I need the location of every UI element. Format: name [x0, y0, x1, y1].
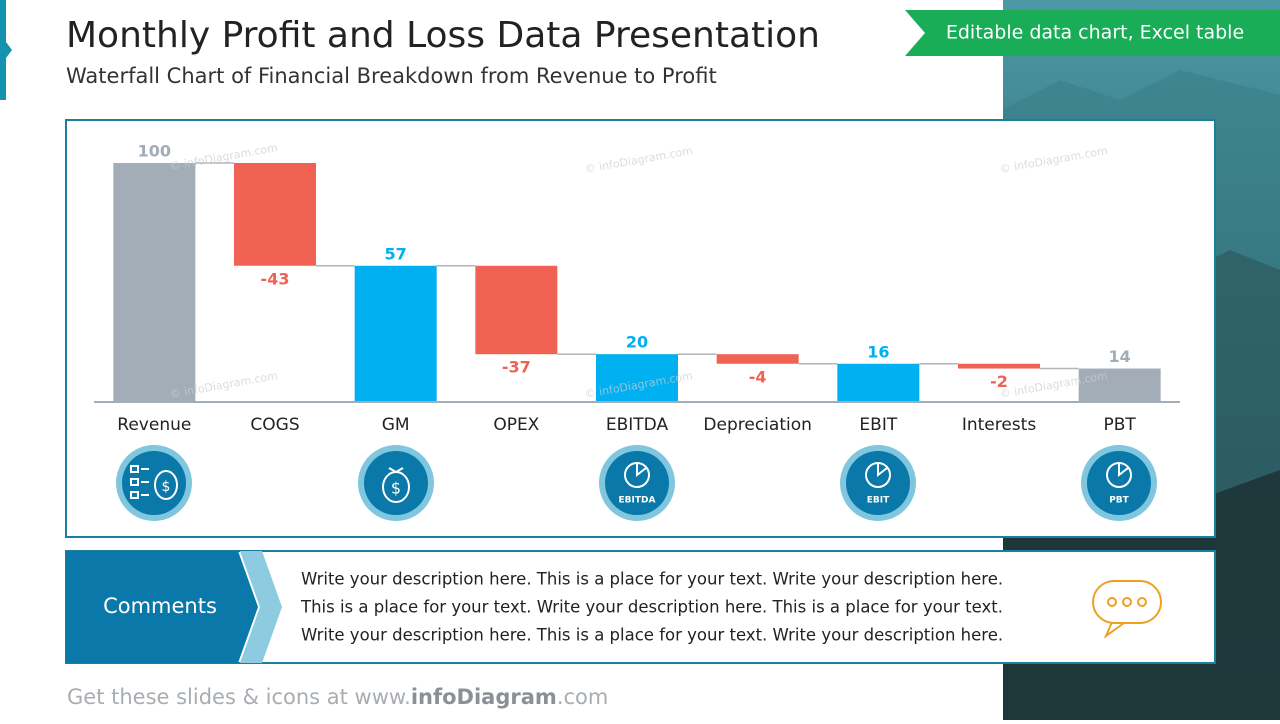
value-label: 100	[138, 142, 171, 161]
subtitle: Waterfall Chart of Financial Breakdown f…	[66, 64, 717, 88]
value-label: 14	[1109, 347, 1131, 366]
value-label: -43	[261, 269, 290, 288]
bar	[113, 163, 196, 402]
category-label: EBIT	[859, 415, 897, 435]
value-label: 20	[626, 333, 648, 352]
category-label: GM	[382, 415, 410, 435]
icons: $ $ EBITDA EBIT PBT	[116, 445, 1157, 521]
icon: $	[358, 445, 434, 521]
footer-brand: infoDiagram	[411, 685, 557, 709]
category-label: Depreciation	[703, 415, 811, 435]
bar	[475, 265, 558, 355]
value-label: -37	[502, 358, 531, 377]
speech-icon	[1092, 580, 1162, 639]
badge: Editable data chart, Excel table	[905, 10, 1280, 56]
bar	[1078, 368, 1161, 402]
comments-title: Comments	[103, 594, 217, 618]
bar	[958, 363, 1040, 369]
icon: PBT	[1081, 445, 1157, 521]
footer-text: .com	[557, 685, 609, 709]
svg-text:$: $	[391, 479, 401, 498]
category-label: PBT	[1104, 415, 1137, 435]
icon-label: PBT	[1109, 496, 1129, 506]
value-label: -4	[749, 367, 767, 386]
icon: EBITDA	[599, 445, 675, 521]
chart: 100 Revenue -43 COGS 57 GM -37 OPEX 20 EBITDA -4 De…	[94, 142, 1180, 435]
category-label: Revenue	[117, 415, 191, 435]
icon-label: EBITDA	[619, 496, 656, 506]
category-label: OPEX	[493, 415, 539, 435]
category-label: COGS	[250, 415, 299, 435]
bar	[716, 354, 799, 364]
svg-text:$: $	[162, 479, 171, 495]
value-label: 16	[867, 342, 889, 361]
footer-text: Get these slides & icons at www.	[67, 685, 411, 709]
bar	[596, 354, 678, 402]
category-label: Interests	[962, 415, 1037, 435]
category-label: EBITDA	[606, 415, 669, 435]
comment-line: Write your description here. This is a p…	[301, 626, 1003, 645]
icon-label: EBIT	[867, 496, 890, 506]
value-label: 57	[385, 244, 407, 263]
accent	[0, 0, 12, 100]
title: Monthly Profit and Loss Data Presentatio…	[66, 15, 820, 56]
bar	[354, 265, 437, 402]
icon: EBIT	[840, 445, 916, 521]
comment-line: Write your description here. This is a p…	[301, 570, 1003, 589]
badge-text: Editable data chart, Excel table	[946, 22, 1244, 44]
footer: Get these slides & icons at www.infoDiag…	[67, 685, 608, 709]
bar	[234, 163, 316, 266]
bar	[837, 363, 920, 402]
comments: Comments Write your description here. Th…	[65, 550, 1216, 664]
value-label: -2	[990, 372, 1008, 391]
comment-line: This is a place for your text. Write you…	[300, 598, 1003, 617]
icon: $	[116, 445, 192, 521]
